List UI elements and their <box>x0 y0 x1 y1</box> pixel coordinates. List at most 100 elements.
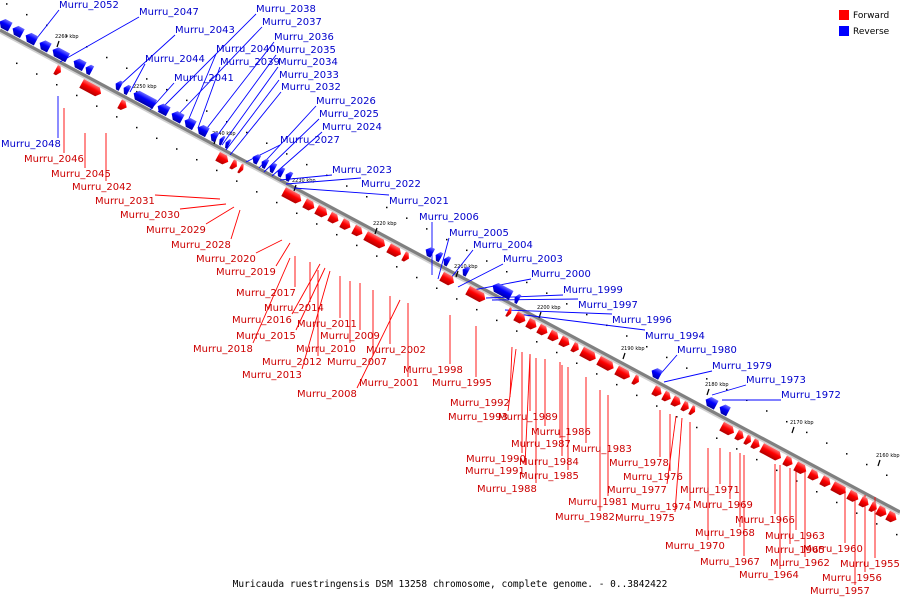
forward-gene-label: Murru_2019 <box>216 267 276 278</box>
forward-gene-block <box>743 434 751 445</box>
gene-arrow <box>277 167 286 178</box>
gene-arrow <box>875 505 887 517</box>
forward-gene-block <box>570 341 579 353</box>
gene-arrow <box>670 395 681 407</box>
gene-arrow <box>651 368 663 380</box>
gene-arrow <box>157 103 171 117</box>
guide-dot <box>126 67 128 69</box>
forward-gene-block <box>465 285 486 303</box>
reverse-leader-line <box>36 9 60 39</box>
forward-gene-block <box>680 400 689 412</box>
forward-gene-label: Murru_1975 <box>615 513 675 524</box>
guide-dot <box>476 308 478 311</box>
tick-label: 2160 kbp <box>876 453 900 459</box>
gene-arrow <box>614 365 630 380</box>
reverse-leader-line <box>213 54 277 141</box>
forward-leader-line <box>674 417 683 513</box>
gene-arrow <box>363 231 386 249</box>
forward-gene-label: Murru_1992 <box>450 398 510 409</box>
guide-dot <box>496 319 498 322</box>
gene-arrow <box>514 294 522 305</box>
forward-gene-label: Murru_2028 <box>171 240 231 251</box>
gene-arrow <box>435 251 444 263</box>
gene-arrow <box>73 58 87 72</box>
forward-gene-label: Murru_2042 <box>72 182 132 193</box>
forward-gene-block <box>558 335 570 348</box>
gene-arrow <box>339 218 351 230</box>
forward-gene-block <box>651 385 662 397</box>
forward-gene-label: Murru_1976 <box>623 472 683 483</box>
gene-arrow <box>401 251 409 262</box>
reverse-leader-line <box>293 187 390 196</box>
reverse-gene-block <box>0 18 13 32</box>
forward-leader-line <box>301 270 331 370</box>
legend-reverse-swatch <box>839 26 849 36</box>
guide-dot <box>736 448 738 450</box>
forward-gene-block <box>734 429 744 441</box>
reverse-leader-line <box>174 26 263 119</box>
forward-gene-label: Murru_1998 <box>403 365 463 376</box>
reverse-gene-label: Murru_2044 <box>145 54 205 65</box>
guide-dot <box>386 206 388 209</box>
guide-dot <box>216 169 218 172</box>
tick-mark <box>56 40 60 48</box>
guide-dot <box>106 56 108 59</box>
forward-gene-label: Murru_2031 <box>95 196 155 207</box>
forward-gene-block <box>631 374 639 385</box>
gene-arrow <box>868 501 877 513</box>
reverse-gene-block <box>443 256 452 267</box>
gene-arrow <box>492 282 514 300</box>
forward-leader-line <box>524 354 531 466</box>
forward-gene-label: Murru_1964 <box>739 570 799 581</box>
guide-dot <box>616 383 618 386</box>
forward-gene-label: Murru_2008 <box>297 389 357 400</box>
gene-arrow <box>734 429 744 441</box>
reverse-leader-line <box>516 313 646 331</box>
forward-gene-label: Murru_1986 <box>531 427 591 438</box>
forward-gene-block <box>525 317 537 330</box>
tick-mark <box>877 459 881 467</box>
guide-dot <box>516 330 518 332</box>
forward-gene-block <box>614 365 630 380</box>
gene-arrow <box>782 455 793 467</box>
forward-leader-line <box>179 203 227 210</box>
gene-arrow <box>171 111 185 124</box>
forward-gene-block <box>237 163 244 174</box>
forward-leader-line <box>666 415 677 485</box>
gene-arrow <box>885 510 897 523</box>
gene-arrow <box>759 443 782 461</box>
legend-forward-label: Forward <box>853 11 889 21</box>
guide-dot <box>626 335 628 337</box>
reverse-gene-label: Murru_1979 <box>712 361 772 372</box>
gene-arrow <box>631 374 639 385</box>
guide-dot <box>896 533 898 536</box>
forward-gene-label: Murru_1962 <box>770 558 830 569</box>
guide-dot <box>306 163 308 166</box>
reverse-gene-block <box>705 397 719 410</box>
gene-arrow <box>750 438 760 450</box>
tick-mark <box>791 426 795 434</box>
reverse-gene-label: Murru_2039 <box>220 57 280 68</box>
forward-gene-label: Murru_2030 <box>120 210 180 221</box>
tick-label: 2230 kbp <box>292 178 316 184</box>
guide-dot <box>536 341 538 343</box>
reverse-gene-block <box>39 40 52 53</box>
guide-dot <box>366 196 368 198</box>
tick-label: 2190 kbp <box>621 346 645 352</box>
reverse-leader-line <box>225 79 280 151</box>
guide-dot <box>236 180 238 182</box>
tick-label: 2200 kbp <box>537 305 561 311</box>
guide-dot <box>16 62 18 65</box>
gene-arrow <box>465 285 486 303</box>
tick-label: 2180 kbp <box>705 382 729 388</box>
guide-dot <box>76 94 78 97</box>
gene-arrow <box>115 80 124 91</box>
gene-arrow <box>252 154 262 165</box>
guide-dot <box>886 474 888 477</box>
reverse-leader-line <box>157 13 257 113</box>
reverse-gene-label: Murru_2024 <box>322 122 382 133</box>
guide-dot <box>756 458 758 461</box>
guide-dot <box>276 201 278 204</box>
reverse-gene-block <box>651 368 663 380</box>
forward-gene-label: Murru_2029 <box>146 225 206 236</box>
